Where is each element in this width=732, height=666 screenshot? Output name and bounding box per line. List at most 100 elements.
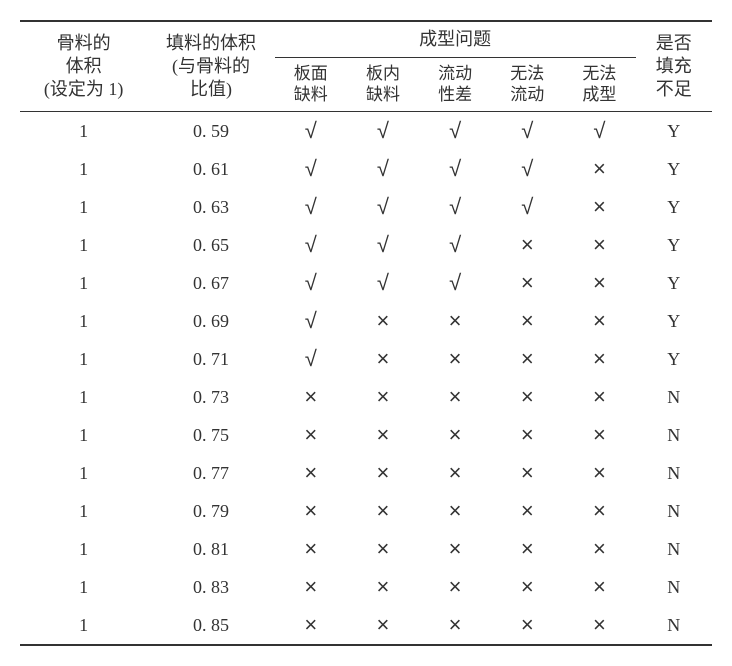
cross-icon: ×: [563, 492, 635, 530]
cross-icon: ×: [347, 302, 419, 340]
table-row: 10. 75×××××N: [20, 416, 712, 454]
cross-icon: ×: [563, 340, 635, 378]
cross-icon: ×: [563, 416, 635, 454]
cross-icon: ×: [347, 454, 419, 492]
cell-result: Y: [636, 340, 713, 378]
cell-result: Y: [636, 302, 713, 340]
cross-icon: ×: [347, 378, 419, 416]
check-icon: √: [419, 264, 491, 302]
table-row: 10. 83×××××N: [20, 568, 712, 606]
cell-filler: 0. 81: [147, 530, 274, 568]
cell-filler: 0. 71: [147, 340, 274, 378]
cross-icon: ×: [347, 568, 419, 606]
cross-icon: ×: [491, 302, 563, 340]
cross-icon: ×: [491, 454, 563, 492]
header-filler-volume: 填料的体积(与骨料的比值): [147, 21, 274, 112]
cross-icon: ×: [419, 568, 491, 606]
cross-icon: ×: [563, 606, 635, 645]
table-row: 10. 59√√√√√Y: [20, 112, 712, 151]
check-icon: √: [419, 188, 491, 226]
check-icon: √: [275, 340, 347, 378]
cross-icon: ×: [563, 568, 635, 606]
cross-icon: ×: [275, 416, 347, 454]
cross-icon: ×: [491, 378, 563, 416]
cross-icon: ×: [563, 150, 635, 188]
cell-result: Y: [636, 226, 713, 264]
cell-aggregate: 1: [20, 340, 147, 378]
table-row: 10. 85×××××N: [20, 606, 712, 645]
check-icon: √: [347, 226, 419, 264]
cross-icon: ×: [491, 416, 563, 454]
cell-aggregate: 1: [20, 112, 147, 151]
header-issue-2: 板内缺料: [347, 58, 419, 112]
check-icon: √: [347, 264, 419, 302]
cross-icon: ×: [563, 226, 635, 264]
cell-filler: 0. 69: [147, 302, 274, 340]
cell-result: N: [636, 568, 713, 606]
cell-result: Y: [636, 188, 713, 226]
cell-aggregate: 1: [20, 226, 147, 264]
cross-icon: ×: [275, 492, 347, 530]
cross-icon: ×: [563, 454, 635, 492]
check-icon: √: [347, 112, 419, 151]
check-icon: √: [347, 150, 419, 188]
cross-icon: ×: [347, 340, 419, 378]
cell-aggregate: 1: [20, 264, 147, 302]
cross-icon: ×: [419, 454, 491, 492]
table-header: 骨料的体积(设定为 1) 填料的体积(与骨料的比值) 成型问题 是否填充不足 板…: [20, 21, 712, 112]
cross-icon: ×: [347, 530, 419, 568]
cell-aggregate: 1: [20, 454, 147, 492]
check-icon: √: [275, 150, 347, 188]
header-issue-5: 无法成型: [563, 58, 635, 112]
cell-filler: 0. 65: [147, 226, 274, 264]
cross-icon: ×: [491, 568, 563, 606]
cell-filler: 0. 79: [147, 492, 274, 530]
check-icon: √: [491, 188, 563, 226]
cell-filler: 0. 61: [147, 150, 274, 188]
table-row: 10. 77×××××N: [20, 454, 712, 492]
cross-icon: ×: [491, 492, 563, 530]
cell-filler: 0. 59: [147, 112, 274, 151]
cross-icon: ×: [347, 492, 419, 530]
cross-icon: ×: [563, 188, 635, 226]
table-row: 10. 79×××××N: [20, 492, 712, 530]
cell-aggregate: 1: [20, 378, 147, 416]
cross-icon: ×: [563, 530, 635, 568]
check-icon: √: [563, 112, 635, 151]
cross-icon: ×: [419, 302, 491, 340]
header-aggregate-volume: 骨料的体积(设定为 1): [20, 21, 147, 112]
check-icon: √: [419, 112, 491, 151]
cell-filler: 0. 67: [147, 264, 274, 302]
cross-icon: ×: [347, 606, 419, 645]
check-icon: √: [419, 226, 491, 264]
table-row: 10. 61√√√√×Y: [20, 150, 712, 188]
check-icon: √: [347, 188, 419, 226]
cell-filler: 0. 77: [147, 454, 274, 492]
check-icon: √: [275, 226, 347, 264]
cross-icon: ×: [275, 606, 347, 645]
cell-aggregate: 1: [20, 416, 147, 454]
check-icon: √: [491, 150, 563, 188]
check-icon: √: [419, 150, 491, 188]
cell-filler: 0. 75: [147, 416, 274, 454]
cross-icon: ×: [275, 378, 347, 416]
cross-icon: ×: [419, 492, 491, 530]
table-row: 10. 67√√√××Y: [20, 264, 712, 302]
table-row: 10. 65√√√××Y: [20, 226, 712, 264]
header-issue-1: 板面缺料: [275, 58, 347, 112]
cell-result: Y: [636, 264, 713, 302]
cross-icon: ×: [563, 264, 635, 302]
cross-icon: ×: [419, 416, 491, 454]
check-icon: √: [491, 112, 563, 151]
check-icon: √: [275, 302, 347, 340]
cross-icon: ×: [275, 454, 347, 492]
cross-icon: ×: [491, 226, 563, 264]
cell-aggregate: 1: [20, 606, 147, 645]
cell-filler: 0. 63: [147, 188, 274, 226]
cell-aggregate: 1: [20, 568, 147, 606]
cross-icon: ×: [563, 378, 635, 416]
cross-icon: ×: [491, 264, 563, 302]
header-molding-issues: 成型问题: [275, 21, 636, 58]
cell-result: N: [636, 454, 713, 492]
table-row: 10. 71√××××Y: [20, 340, 712, 378]
